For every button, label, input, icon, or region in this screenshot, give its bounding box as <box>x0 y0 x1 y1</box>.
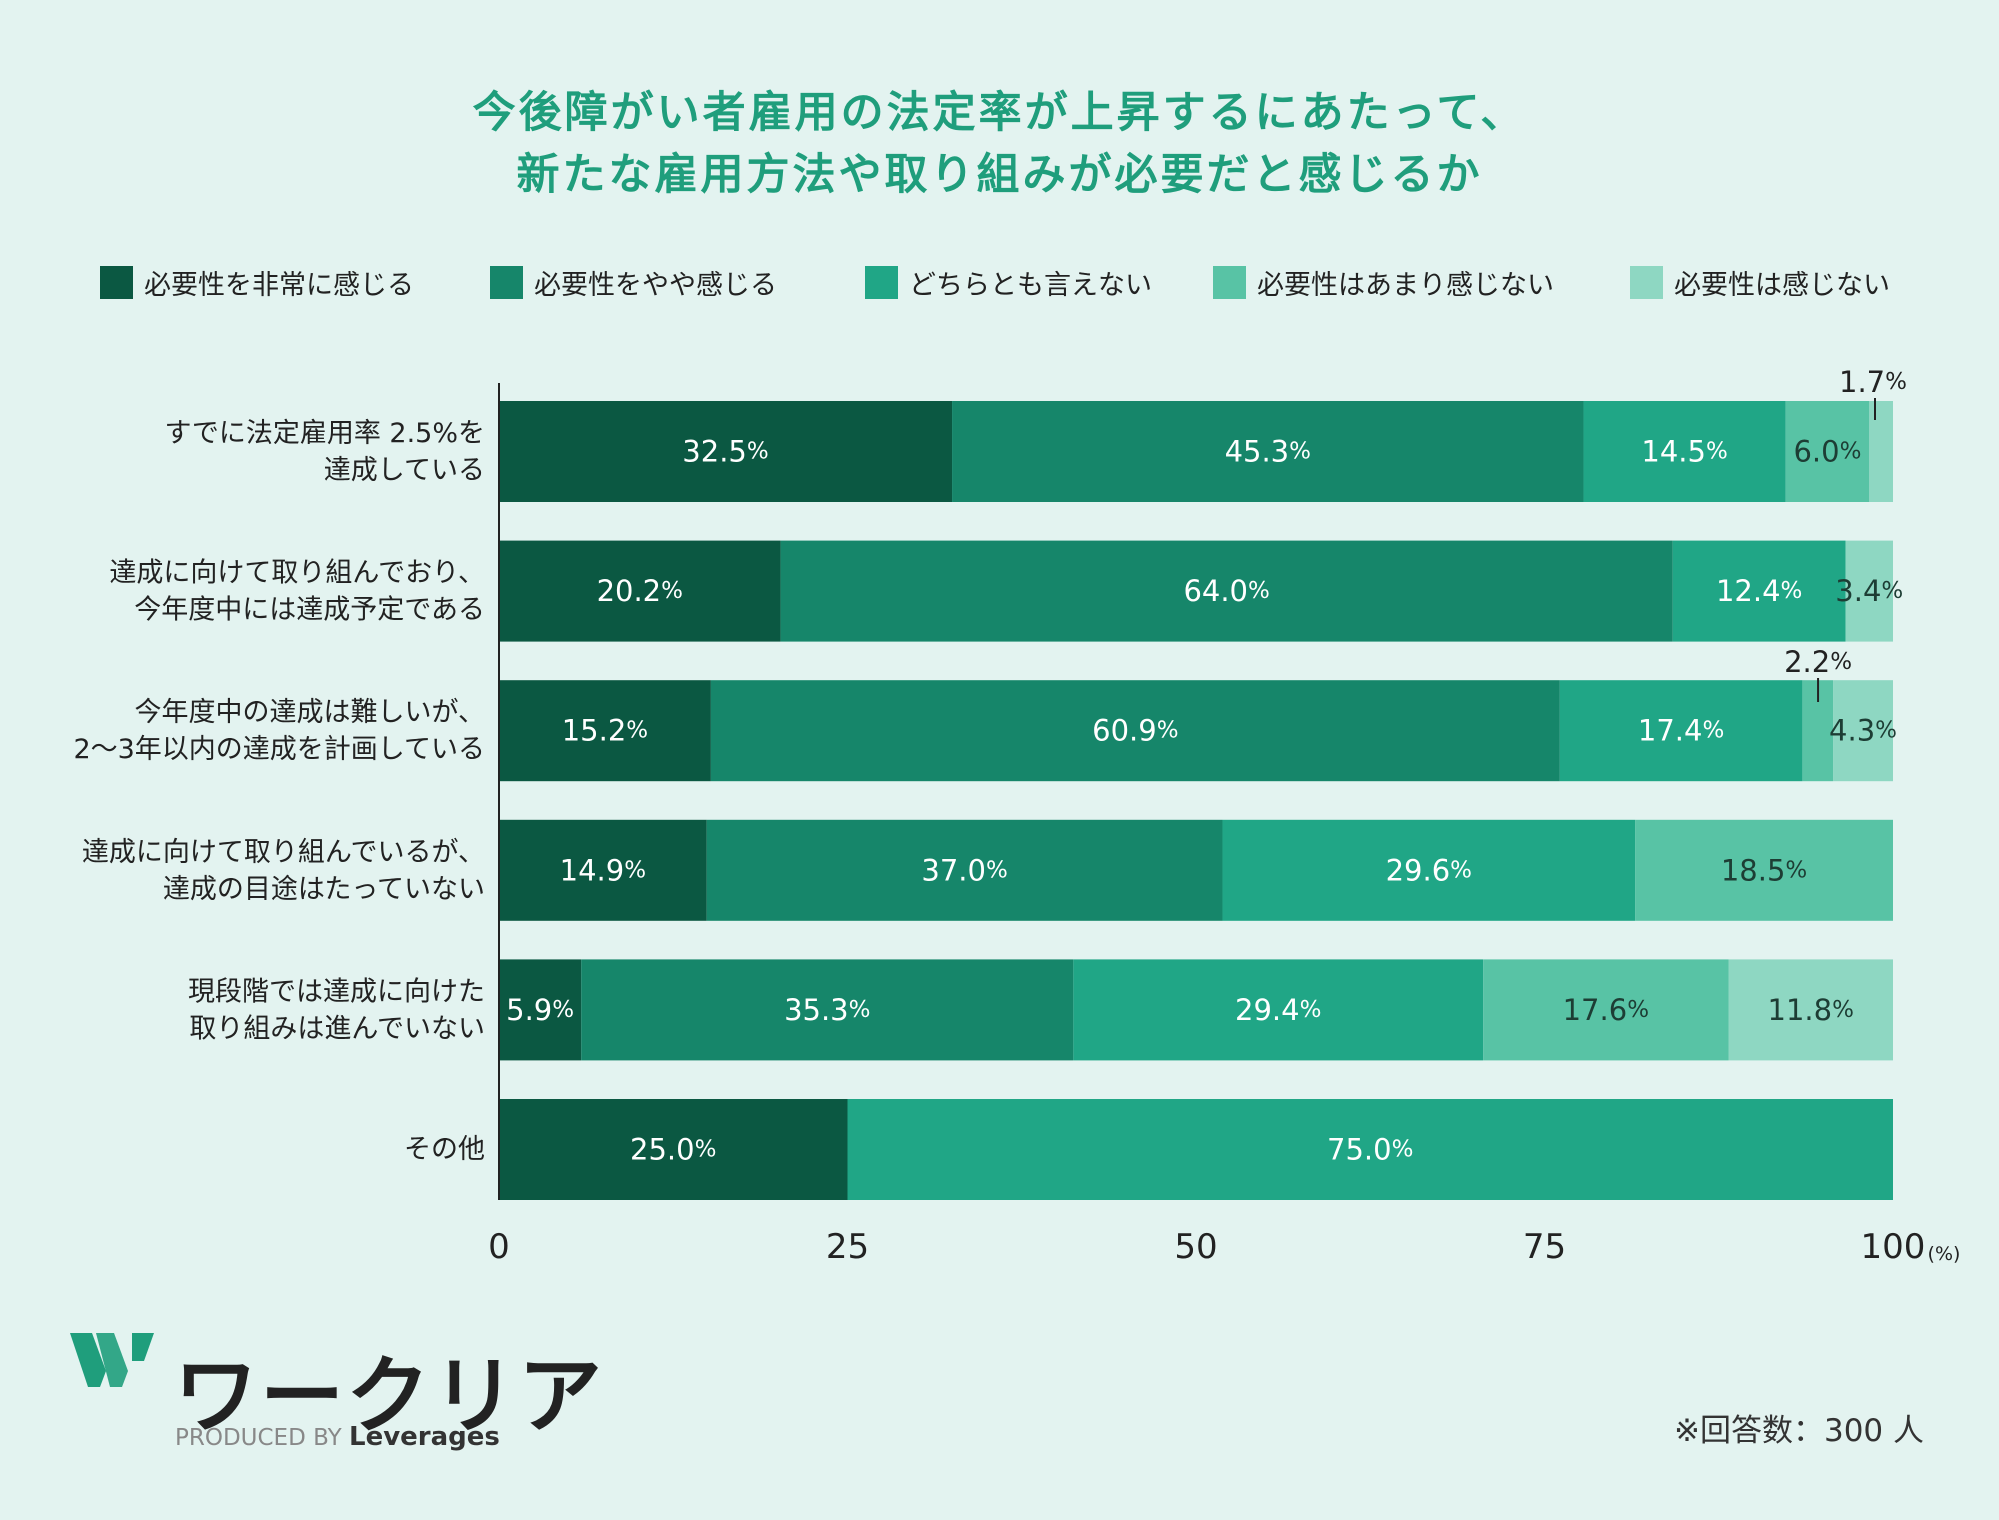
respondent-count-note: ※回答数：300 人 <box>1674 1413 1924 1449</box>
bar-segment <box>1785 401 1870 502</box>
bar-segment <box>706 819 1223 921</box>
data-label: 17.6% <box>1563 993 1649 1027</box>
data-label: 15.2% <box>562 714 648 748</box>
category-label: 今年度中の達成は難しいが、 <box>135 697 485 728</box>
bar-segment <box>1483 959 1729 1061</box>
data-label: 45.3% <box>1225 435 1311 469</box>
data-label: 32.5% <box>682 435 768 469</box>
legend-swatch <box>1630 265 1663 299</box>
legend-swatch <box>865 265 898 299</box>
data-label: 75.0% <box>1327 1133 1413 1167</box>
data-label: 3.4% <box>1835 574 1903 608</box>
legend-label: 必要性はあまり感じない <box>1257 269 1554 301</box>
bar-segment <box>952 401 1584 502</box>
bar-segment <box>499 819 707 921</box>
data-label: 4.3% <box>1829 714 1897 748</box>
bar-segment <box>1833 680 1893 782</box>
category-label: 達成に向けて取り組んでおり、 <box>109 558 485 589</box>
category-label: すでに法定雇用率 2.5%を <box>165 418 485 449</box>
category-label: 2～3年以内の達成を計画している <box>73 734 485 765</box>
legend-item-not-very-necessary: 必要性はあまり感じない <box>1213 263 1554 302</box>
legend-label: 必要性をやや感じる <box>534 269 777 301</box>
data-label: 29.4% <box>1235 993 1321 1027</box>
bar-segment <box>1845 540 1893 642</box>
x-tick-label: 50 <box>1174 1227 1217 1267</box>
bar-segment <box>499 680 711 782</box>
category-label: 達成している <box>324 455 485 486</box>
workclear-logo-icon <box>70 1333 154 1387</box>
legend-label: 必要性は感じない <box>1674 269 1890 301</box>
data-label: 18.5% <box>1721 853 1807 887</box>
legend-swatch <box>100 265 133 299</box>
data-label: 11.8% <box>1768 993 1854 1027</box>
category-label: 取り組みは進んでいない <box>189 1013 485 1044</box>
bar-segment <box>1073 959 1484 1061</box>
bar-segment <box>1583 401 1786 502</box>
data-label: 6.0% <box>1793 435 1861 469</box>
logo: ワークリア PRODUCED BY Leverages <box>70 1325 602 1452</box>
category-label: 現段階では達成に向けた <box>188 976 485 1007</box>
bar-segment <box>499 959 582 1061</box>
logo-name: ワークリア <box>174 1347 605 1445</box>
x-tick-label: 25 <box>826 1227 869 1267</box>
legend-label: 必要性を非常に感じる <box>144 269 414 301</box>
category-label: 今年度中には達成予定である <box>134 595 485 626</box>
data-label: 37.0% <box>921 853 1007 887</box>
produced-by-label: PRODUCED BY <box>175 1425 342 1451</box>
x-tick-label: 100 <box>1861 1227 1926 1267</box>
legend-item-neutral: どちらとも言えない <box>865 263 1152 302</box>
x-tick-label: 0 <box>488 1227 510 1267</box>
bar-segment <box>1635 819 1893 921</box>
bar-segment <box>1869 401 1893 502</box>
legend-swatch <box>1213 265 1246 299</box>
bar-segment <box>581 959 1074 1061</box>
brand-name: Leverages <box>349 1422 500 1452</box>
bar-segment <box>780 540 1673 642</box>
x-axis-unit: (%) <box>1928 1243 1961 1265</box>
legend-item-very-necessary: 必要性を非常に感じる <box>100 263 414 302</box>
legend-item-somewhat-necessary: 必要性をやや感じる <box>490 263 777 302</box>
data-label: 14.9% <box>560 853 646 887</box>
bar-segment <box>499 1099 848 1200</box>
bar-segment <box>710 680 1560 782</box>
data-label: 17.4% <box>1638 714 1724 748</box>
data-label: 60.9% <box>1092 714 1178 748</box>
data-label-callout: 1.7% <box>1839 365 1907 399</box>
bar-segment <box>1672 540 1846 642</box>
x-tick-label: 75 <box>1523 1227 1566 1267</box>
legend-item-not-necessary: 必要性は感じない <box>1630 263 1890 302</box>
legend-label: どちらとも言えない <box>909 269 1152 301</box>
data-label: 14.5% <box>1641 435 1727 469</box>
data-label: 35.3% <box>784 993 870 1027</box>
data-label: 5.9% <box>506 993 574 1027</box>
category-label: 達成の目途はたっていない <box>163 874 485 905</box>
bar-segment <box>1728 959 1893 1061</box>
data-label-callout: 2.2% <box>1784 645 1852 679</box>
chart-title-line2: 新たな雇用方法や取り組みが必要だと感じるか <box>516 150 1483 200</box>
data-label: 12.4% <box>1716 574 1802 608</box>
legend-swatch <box>490 265 523 299</box>
chart-title-line1: 今後障がい者雇用の法定率が上昇するにあたって、 <box>472 88 1527 138</box>
bar-segment <box>1559 680 1803 782</box>
data-label: 25.0% <box>630 1133 716 1167</box>
data-label: 20.2% <box>597 574 683 608</box>
bar-segment <box>499 540 781 642</box>
bar-segment <box>847 1099 1893 1200</box>
category-label: 達成に向けて取り組んでいるが、 <box>82 837 485 868</box>
category-label: その他 <box>404 1134 485 1165</box>
data-label: 29.6% <box>1386 853 1472 887</box>
bar-segment <box>1222 819 1636 921</box>
bar-segment <box>499 401 953 502</box>
data-label: 64.0% <box>1183 574 1269 608</box>
produced-by: PRODUCED BY Leverages <box>175 1422 500 1452</box>
